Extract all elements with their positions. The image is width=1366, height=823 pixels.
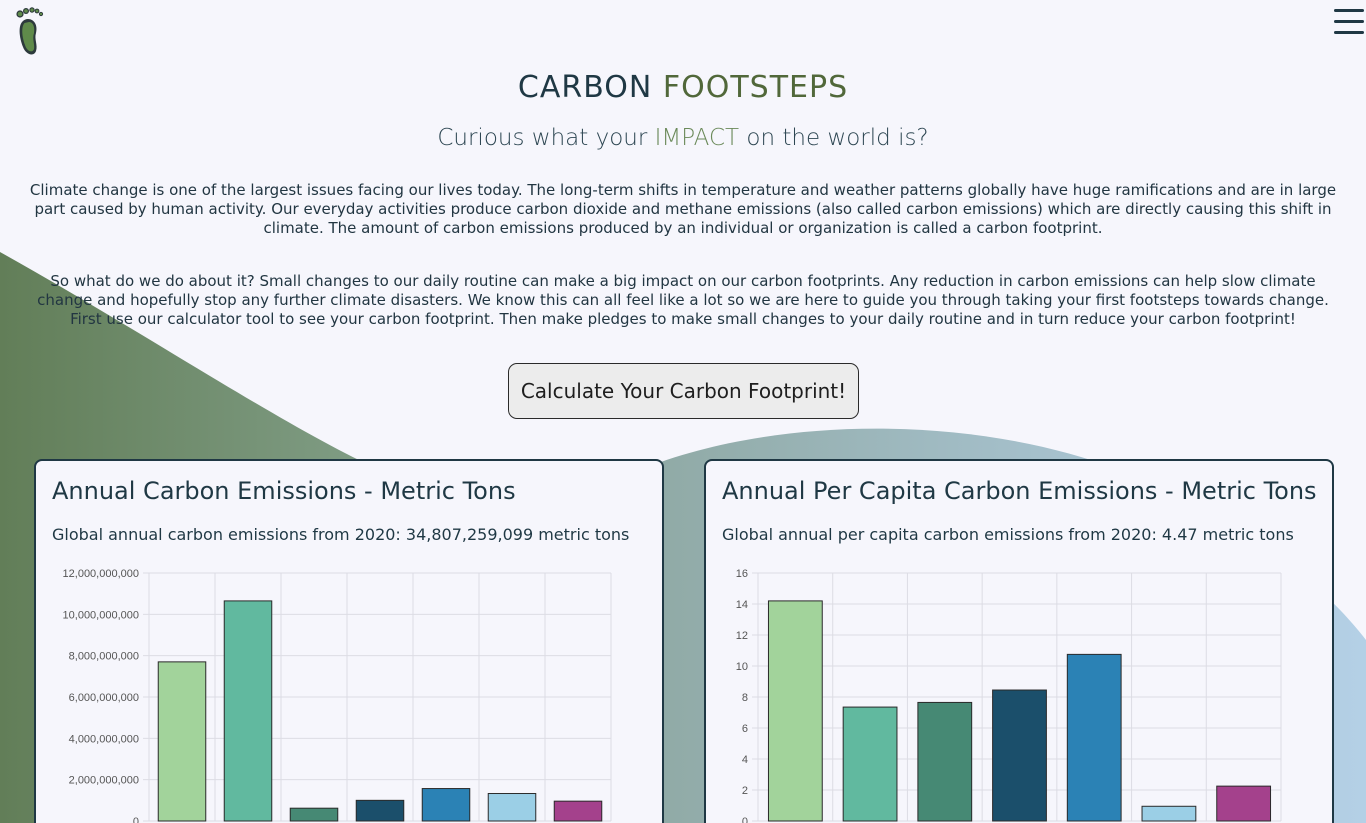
y-tick-label: 12 [736, 630, 748, 642]
card-subtitle: Global annual carbon emissions from 2020… [52, 525, 630, 544]
bar-0 [157, 661, 207, 822]
bar-3 [992, 689, 1047, 822]
y-tick-label: 16 [736, 568, 748, 580]
menu-bar [1334, 31, 1364, 34]
bar-2 [289, 807, 339, 822]
y-tick-label: 2 [742, 785, 748, 797]
bar-3 [355, 799, 405, 822]
footprint-icon[interactable] [14, 5, 44, 57]
subtitle-before: Curious what your [437, 125, 648, 151]
bar-0 [767, 600, 823, 822]
bar-6 [553, 800, 603, 822]
bar-5 [1141, 805, 1197, 822]
y-tick-label: 4,000,000,000 [69, 733, 139, 745]
y-tick-label: 10 [736, 661, 748, 673]
page-subtitle: Curious what your IMPACT on the world is… [0, 125, 1366, 151]
y-tick-label: 4 [742, 754, 748, 766]
y-tick-label: 8 [742, 692, 748, 704]
y-tick-label: 0 [742, 816, 748, 823]
intro-paragraph: Climate change is one of the largest iss… [29, 181, 1337, 237]
title-part-1: CARBON [517, 70, 653, 105]
title-part-2: FOOTSTEPS [662, 70, 849, 105]
y-tick-label: 8,000,000,000 [69, 651, 139, 663]
menu-bar [1334, 9, 1364, 12]
hamburger-menu-icon[interactable] [1334, 9, 1364, 35]
card-title: Annual Per Capita Carbon Emissions - Met… [722, 477, 1317, 505]
y-tick-label: 10,000,000,000 [63, 609, 139, 621]
menu-bar [1334, 20, 1364, 23]
y-tick-label: 6,000,000,000 [69, 692, 139, 704]
action-paragraph: So what do we do about it? Small changes… [37, 272, 1329, 328]
card-title: Annual Carbon Emissions - Metric Tons [52, 477, 516, 505]
annual-emissions-card: Annual Carbon Emissions - Metric Tons Gl… [34, 459, 664, 823]
bar-6 [1216, 785, 1272, 822]
subtitle-after: on the world is? [746, 125, 929, 151]
per-capita-emissions-chart: 0 2 4 6 8 10 12 14 16 [736, 568, 1282, 823]
y-tick-label: 2,000,000,000 [69, 775, 139, 787]
bar-2 [917, 701, 973, 822]
y-tick-label: 0 [133, 816, 139, 823]
per-capita-emissions-card: Annual Per Capita Carbon Emissions - Met… [704, 459, 1334, 823]
annual-emissions-chart: 0 2,000,000,000 4,000,000,000 6,000,000,000… [63, 568, 612, 823]
bar-4 [1066, 653, 1122, 822]
subtitle-accent: IMPACT [654, 125, 740, 151]
bar-4 [421, 788, 471, 822]
page-header: CARBON FOOTSTEPS Curious what your IMPAC… [0, 70, 1366, 151]
bar-5 [487, 793, 537, 822]
page-title: CARBON FOOTSTEPS [0, 70, 1366, 105]
card-subtitle: Global annual per capita carbon emission… [722, 525, 1294, 544]
y-tick-label: 12,000,000,000 [63, 568, 139, 580]
y-tick-label: 14 [736, 599, 748, 611]
y-tick-label: 6 [742, 723, 748, 735]
bar-1 [223, 600, 273, 822]
bar-1 [842, 706, 898, 822]
calculate-footprint-button[interactable]: Calculate Your Carbon Footprint! [508, 363, 859, 419]
